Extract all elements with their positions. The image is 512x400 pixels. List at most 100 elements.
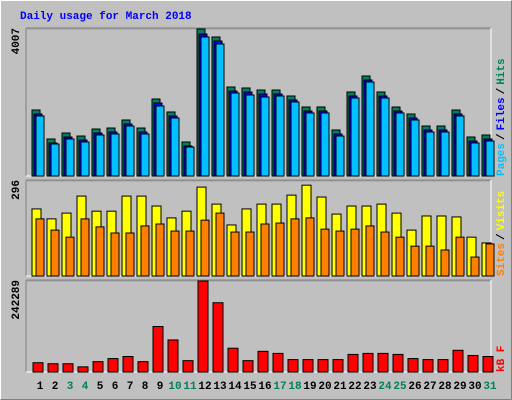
bar	[35, 115, 45, 177]
bar	[305, 112, 315, 177]
bar	[245, 231, 255, 277]
bar	[47, 363, 59, 373]
x-tick-label: 2	[52, 381, 59, 393]
bar	[200, 219, 210, 277]
bar	[332, 359, 344, 373]
bar	[65, 236, 75, 277]
bar	[440, 131, 450, 177]
bar	[467, 354, 479, 373]
bar	[125, 125, 135, 177]
bar	[335, 135, 345, 177]
bar	[455, 236, 465, 277]
x-tick-label: 10	[168, 381, 181, 393]
bar	[377, 352, 389, 373]
legend-separator: /	[496, 233, 508, 240]
bar	[440, 249, 450, 277]
bar	[275, 222, 285, 277]
bar	[50, 229, 60, 277]
bar	[110, 133, 120, 177]
bar	[80, 218, 90, 277]
bar	[77, 366, 89, 373]
x-tick-label: 25	[393, 381, 407, 393]
x-tick-label: 11	[183, 381, 197, 393]
bar	[200, 36, 210, 177]
bar	[230, 92, 240, 177]
legend-separator: /	[496, 133, 508, 140]
bar	[170, 117, 180, 177]
bar	[422, 359, 434, 373]
bar	[350, 97, 360, 177]
bar	[197, 280, 209, 373]
bar	[365, 225, 375, 277]
x-tick-label: 31	[483, 381, 497, 393]
bar	[80, 141, 90, 177]
x-tick-label: 14	[228, 381, 242, 393]
bar	[35, 218, 45, 277]
x-tick-label: 13	[213, 381, 227, 393]
bar	[185, 146, 195, 177]
bar	[317, 359, 329, 373]
bar	[95, 226, 105, 277]
y-tick-label: 242289	[11, 280, 23, 320]
x-tick-label: 16	[258, 381, 271, 393]
bar	[470, 142, 480, 177]
x-tick-label: 15	[243, 381, 257, 393]
bar	[257, 350, 269, 373]
bar	[137, 361, 149, 373]
bar	[95, 134, 105, 177]
bar	[122, 355, 134, 373]
x-tick-label: 22	[348, 381, 361, 393]
bar	[32, 362, 44, 373]
x-tick-label: 7	[127, 381, 134, 393]
bar	[290, 218, 300, 277]
legend-separator: /	[496, 87, 508, 94]
bar	[410, 119, 420, 177]
x-tick-label: 6	[112, 381, 119, 393]
bar	[92, 361, 104, 373]
x-tick-label: 19	[303, 381, 316, 393]
legend: Sites / Visits	[496, 191, 508, 276]
bar	[50, 143, 60, 177]
bar	[482, 355, 494, 373]
bar	[167, 339, 179, 373]
bar	[485, 140, 495, 177]
x-tick-label: 9	[157, 381, 164, 393]
chart-title: Daily usage for March 2018	[20, 11, 192, 23]
legend: Pages / Files / Hits	[496, 58, 508, 176]
bar	[275, 95, 285, 177]
bar	[272, 352, 284, 373]
y-tick-label: 296	[11, 180, 23, 200]
bar	[302, 359, 314, 373]
bar	[260, 96, 270, 177]
x-tick-label: 21	[333, 381, 347, 393]
bar	[320, 228, 330, 277]
bar	[212, 302, 224, 373]
bar	[230, 231, 240, 277]
bar	[155, 105, 165, 177]
bar	[152, 326, 164, 373]
x-tick-label: 28	[438, 381, 452, 393]
bar	[347, 353, 359, 373]
bar	[125, 232, 135, 277]
bar	[242, 360, 254, 373]
bar	[335, 230, 345, 277]
legend-entry: kB F	[496, 346, 508, 372]
bar	[290, 101, 300, 177]
legend-entry: Files	[496, 97, 508, 130]
x-tick-label: 1	[37, 381, 44, 393]
x-tick-label: 24	[378, 381, 392, 393]
legend-entry: Pages	[496, 143, 508, 176]
bar	[395, 112, 405, 177]
legend: kB F	[496, 346, 508, 372]
bar	[107, 358, 119, 373]
bar	[437, 359, 449, 373]
bar	[65, 138, 75, 177]
bar	[185, 230, 195, 277]
bar	[215, 43, 225, 177]
x-tick-label: 30	[468, 381, 481, 393]
bar	[407, 358, 419, 373]
x-tick-label: 12	[198, 381, 211, 393]
x-tick-label: 8	[142, 381, 149, 393]
